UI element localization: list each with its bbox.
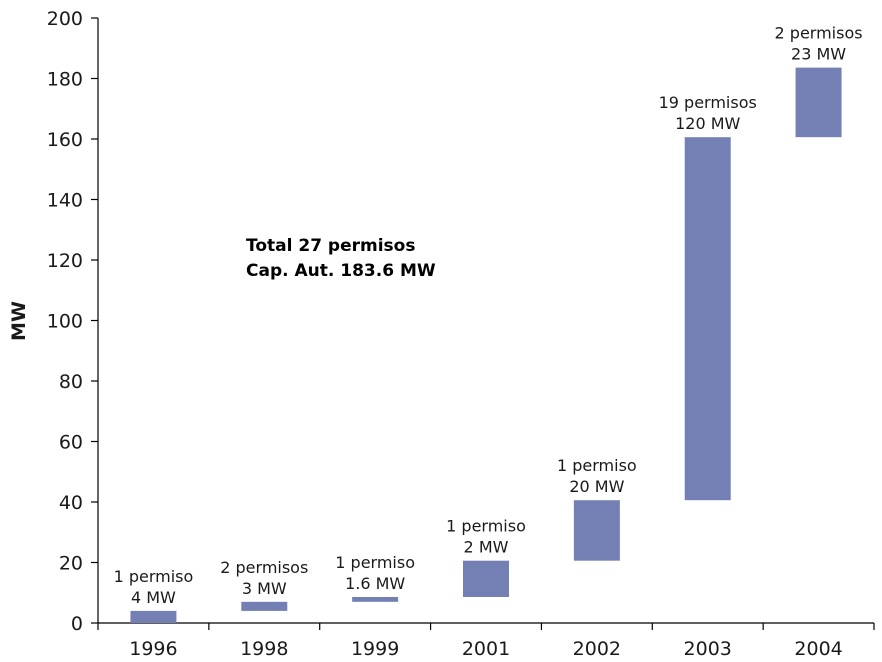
x-tick-label: 2004 <box>794 638 842 660</box>
permits-label-2003: 19 permisos <box>659 93 757 112</box>
x-tick-label: 2001 <box>462 638 510 660</box>
permits-label-2002: 1 permiso <box>557 456 637 475</box>
mw-label-2003: 120 MW <box>675 114 740 133</box>
permits-label-1998: 2 permisos <box>220 558 308 577</box>
data-labels: 1 permiso 4 MW 2 permisos 3 MW 1 permiso 1.6 … <box>114 24 863 607</box>
permits-label-1999: 1 permiso <box>335 553 415 572</box>
y-tick-label: 160 <box>47 129 83 151</box>
y-tick-label: 0 <box>71 613 83 635</box>
bar-1998 <box>241 601 288 611</box>
permits-label-2001: 1 permiso <box>446 517 526 536</box>
x-tick-label: 1999 <box>351 638 399 660</box>
permits-label-1996: 1 permiso <box>114 567 194 586</box>
y-tick-label: 60 <box>59 432 83 454</box>
x-tick-label: 1996 <box>129 638 177 660</box>
mw-label-1999: 1.6 MW <box>345 574 405 593</box>
mw-label-1998: 3 MW <box>242 579 287 598</box>
x-tick-label: 2002 <box>573 638 621 660</box>
bar-2004 <box>795 67 842 138</box>
y-tick-label: 200 <box>47 8 83 30</box>
axes: 0 20 40 60 80 100 120 140 160 180 200 1996 1998 1999 2… <box>47 8 875 660</box>
bar-2002 <box>573 500 620 561</box>
bar-1996 <box>130 610 177 623</box>
total-permits-note: Total 27 permisos <box>246 236 415 256</box>
permits-label-2004: 2 permisos <box>775 24 863 43</box>
y-tick-label: 180 <box>47 69 83 91</box>
authorized-capacity-note: Cap. Aut. 183.6 MW <box>246 261 436 281</box>
y-tick-label: 20 <box>59 553 83 575</box>
mw-label-2004: 23 MW <box>791 45 846 64</box>
mw-label-1996: 4 MW <box>131 588 176 607</box>
y-tick-label: 40 <box>59 492 83 514</box>
bar-1999 <box>352 596 399 602</box>
mw-label-2002: 20 MW <box>569 477 624 496</box>
bar-2001 <box>463 560 509 597</box>
bars <box>130 67 842 623</box>
y-tick-label: 120 <box>47 250 83 272</box>
bar-2003 <box>684 137 731 501</box>
mw-label-2001: 2 MW <box>464 538 509 557</box>
y-tick-label: 140 <box>47 190 83 212</box>
y-axis-title: MW <box>8 301 30 341</box>
y-tick-label: 80 <box>59 371 83 393</box>
y-tick-label: 100 <box>47 311 83 333</box>
x-tick-label: 1998 <box>240 638 288 660</box>
x-tick-label: 2003 <box>684 638 732 660</box>
